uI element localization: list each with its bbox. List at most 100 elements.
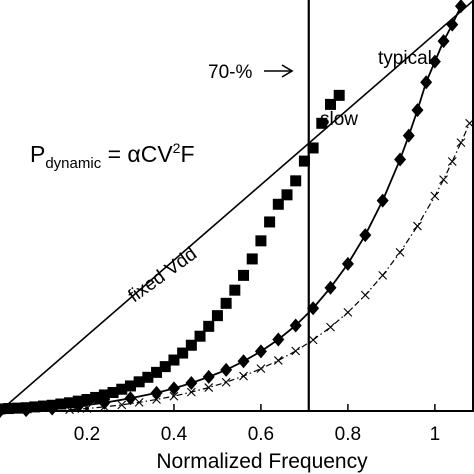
series-3-point bbox=[221, 377, 231, 387]
series-3-point bbox=[456, 138, 466, 148]
slow-point bbox=[116, 383, 128, 395]
typical-line bbox=[0, 5, 462, 412]
series-3-point bbox=[430, 191, 440, 201]
typical-point bbox=[289, 318, 302, 333]
formula-rhs-a: = αCV bbox=[101, 141, 173, 167]
slow-point bbox=[3, 403, 15, 415]
formula-rhs-b: F bbox=[180, 141, 194, 167]
series-3-point bbox=[65, 405, 74, 415]
typical-point bbox=[220, 362, 233, 377]
typical-point bbox=[402, 128, 415, 143]
typical-point bbox=[185, 376, 198, 391]
series-3-point bbox=[413, 221, 422, 231]
slow-point bbox=[185, 339, 197, 351]
series-3-point bbox=[169, 391, 179, 401]
slow-point bbox=[238, 269, 250, 281]
typical-point bbox=[254, 344, 267, 359]
fixed-vdd-line-layer bbox=[0, 0, 474, 412]
slow-point bbox=[290, 175, 302, 187]
axes-layer: 0.2 0.4 0.6 0.8 1 bbox=[0, 0, 474, 445]
threshold-annotation: 70-% bbox=[208, 62, 252, 83]
slow-point bbox=[107, 387, 119, 399]
slow-point bbox=[177, 347, 189, 359]
x-axis-label: Normalized Frequency bbox=[156, 450, 368, 473]
slow-point bbox=[151, 366, 163, 378]
typical-point bbox=[411, 103, 424, 118]
slow-point bbox=[229, 284, 241, 296]
series-3-point bbox=[360, 290, 370, 300]
typical-point bbox=[454, 0, 467, 14]
series-3-point bbox=[395, 247, 405, 257]
series-3-point bbox=[134, 397, 144, 407]
typical-annotation: typical bbox=[378, 48, 432, 69]
slow-point bbox=[159, 361, 171, 373]
typical-point bbox=[446, 17, 459, 32]
slow-point bbox=[168, 354, 180, 366]
slow-point bbox=[11, 402, 23, 414]
slow-point bbox=[90, 391, 102, 403]
typical-point bbox=[237, 354, 250, 369]
x-tick-label: 0.2 bbox=[74, 424, 100, 445]
typical-point bbox=[124, 391, 137, 406]
series-3-point bbox=[273, 356, 283, 365]
series-3-point bbox=[117, 400, 127, 410]
series-3-point bbox=[291, 346, 301, 356]
slow-point bbox=[255, 235, 267, 247]
x-tick-label: 0.4 bbox=[161, 424, 188, 445]
fixed-vdd-annotation: fixed Vdd bbox=[125, 243, 201, 307]
slow-point bbox=[124, 380, 136, 392]
slow-point bbox=[55, 398, 67, 410]
series-3-point bbox=[343, 307, 353, 317]
slow-point bbox=[29, 401, 41, 413]
typical-point bbox=[428, 54, 441, 69]
slow-point bbox=[211, 310, 223, 322]
slow-point bbox=[281, 189, 293, 201]
x-tick-label: 1 bbox=[430, 424, 441, 445]
slow-point bbox=[133, 376, 145, 388]
typical-point bbox=[324, 280, 337, 295]
threshold-arrow bbox=[264, 64, 294, 78]
formula-label: Pdynamic = αCV2F bbox=[30, 140, 195, 172]
typical-point bbox=[98, 395, 111, 410]
slow-point bbox=[64, 397, 76, 409]
typical-point bbox=[72, 399, 85, 414]
typical-point bbox=[437, 34, 450, 49]
slow-annotation: slow bbox=[320, 109, 358, 130]
x-tick-label: 0.8 bbox=[335, 424, 361, 445]
slow-point bbox=[194, 330, 206, 342]
slow-point bbox=[81, 393, 93, 405]
slow-point bbox=[37, 400, 49, 412]
series-3-point bbox=[239, 371, 248, 381]
series-3-point bbox=[378, 270, 388, 280]
typical-point bbox=[359, 228, 372, 243]
typical-point bbox=[341, 256, 354, 271]
typical-point bbox=[420, 75, 433, 90]
typical-point bbox=[46, 401, 59, 416]
slow-point bbox=[333, 89, 345, 101]
formula-lhs: P bbox=[30, 141, 45, 167]
typical-point bbox=[167, 381, 180, 396]
series-3-point bbox=[308, 335, 318, 345]
series-3-point bbox=[186, 387, 196, 397]
series-3-line bbox=[69, 123, 471, 411]
fixed-vdd-line bbox=[0, 0, 474, 412]
slow-point bbox=[272, 198, 284, 210]
formula-superscript: 2 bbox=[173, 140, 181, 156]
typical-point bbox=[202, 369, 215, 384]
slow-point bbox=[98, 389, 110, 401]
typical-point bbox=[376, 193, 389, 208]
slow-point bbox=[264, 216, 276, 228]
slow-point bbox=[246, 253, 258, 265]
series-3-point bbox=[439, 175, 448, 184]
slow-point bbox=[142, 371, 154, 383]
formula-subscript: dynamic bbox=[45, 155, 101, 172]
slow-point bbox=[203, 320, 215, 332]
slow-point bbox=[220, 297, 232, 309]
typical-point bbox=[150, 385, 163, 400]
series-3-point bbox=[99, 402, 109, 412]
typical-point bbox=[307, 301, 320, 316]
x-tick-label: 0.6 bbox=[248, 424, 274, 445]
series-3-point bbox=[256, 364, 266, 374]
slow-point bbox=[307, 142, 319, 154]
